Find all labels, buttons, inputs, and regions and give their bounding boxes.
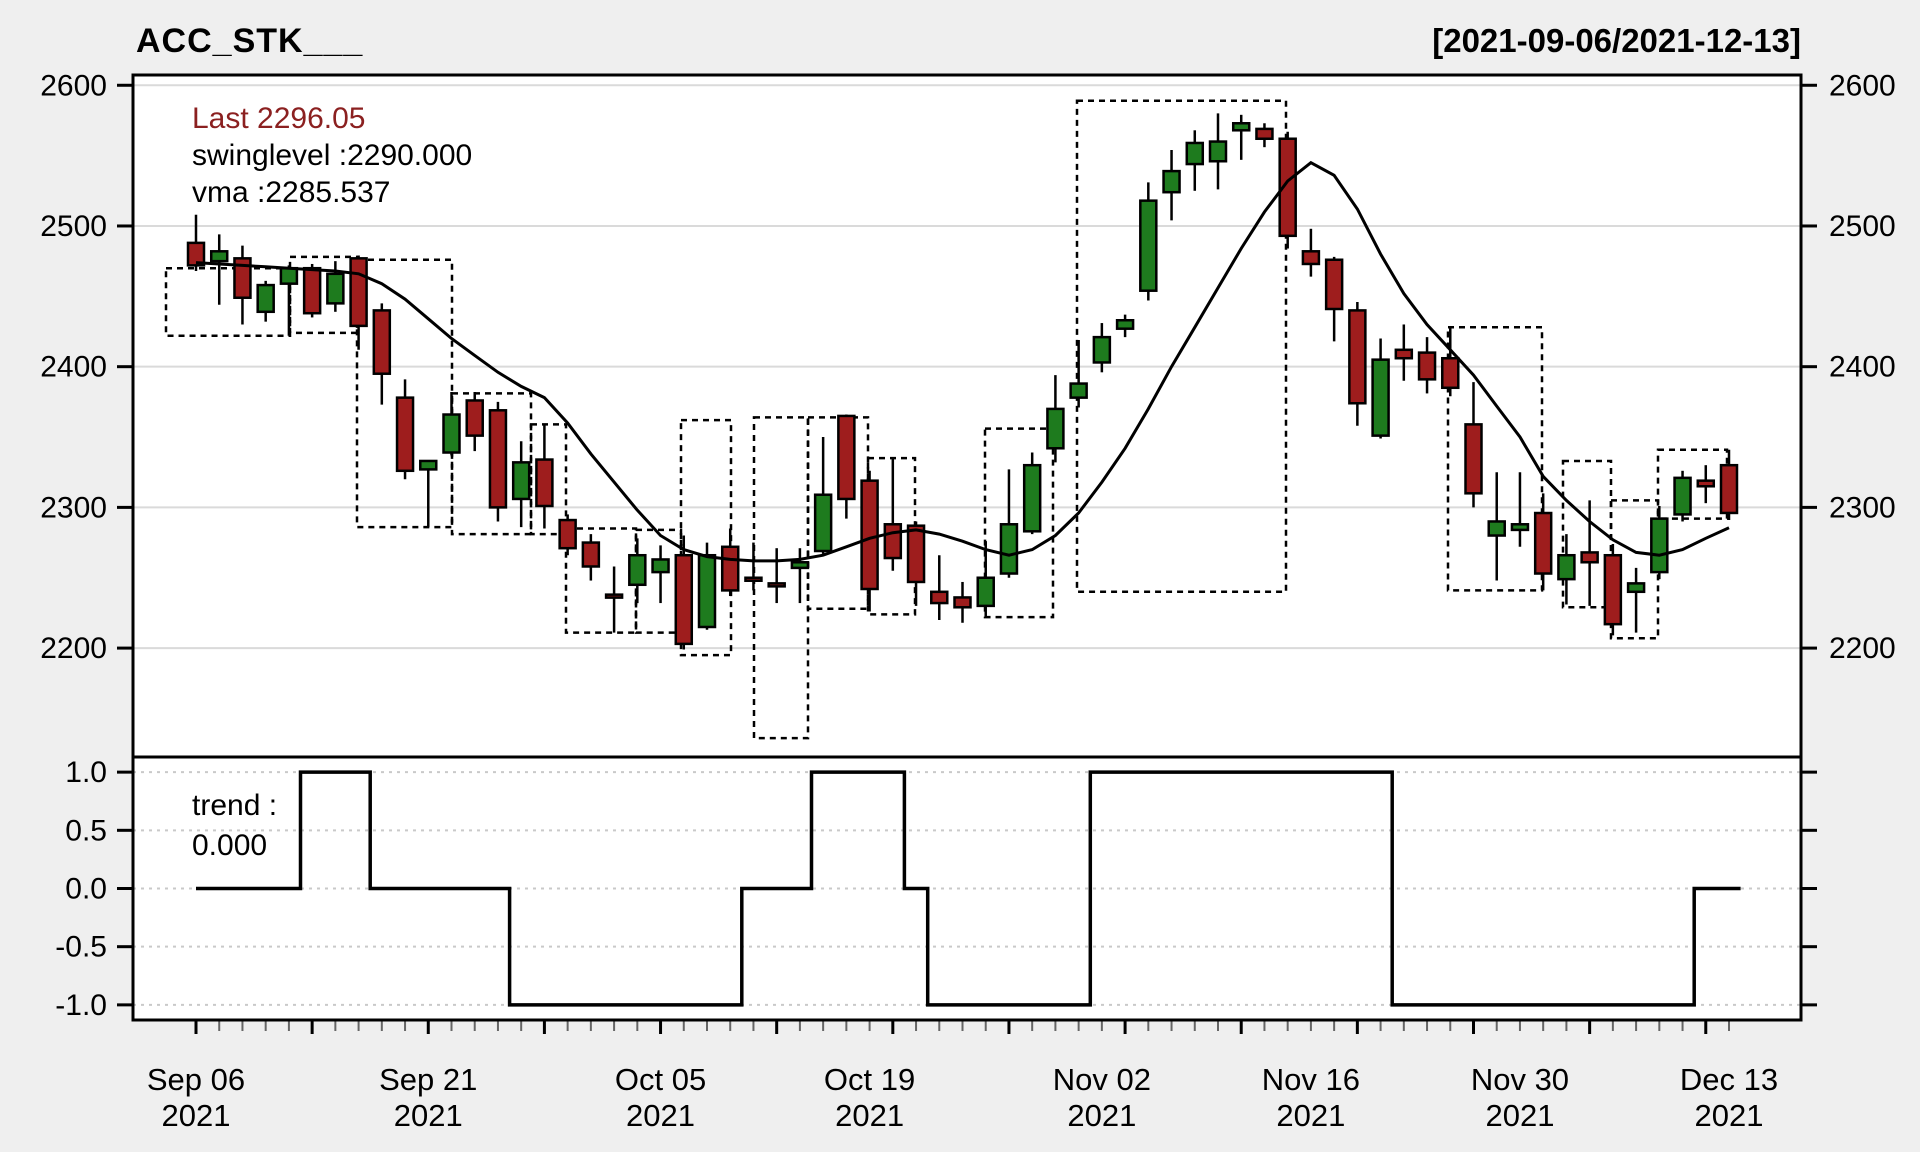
svg-text:2200: 2200: [40, 632, 107, 665]
svg-text:Oct 05: Oct 05: [615, 1062, 706, 1097]
svg-text:2021: 2021: [626, 1098, 695, 1133]
svg-text:2600: 2600: [40, 69, 107, 102]
svg-text:Sep 21: Sep 21: [379, 1062, 477, 1097]
svg-text:2200: 2200: [1829, 632, 1896, 665]
svg-text:0.5: 0.5: [65, 814, 107, 847]
svg-text:2400: 2400: [1829, 351, 1896, 384]
svg-text:2021: 2021: [394, 1098, 463, 1133]
chart-legend: Last 2296.05 swinglevel :2290.000 vma :2…: [192, 100, 472, 211]
svg-text:2021: 2021: [835, 1098, 904, 1133]
trend-indicator-label: trend : 0.000: [192, 789, 278, 862]
svg-text:Sep 06: Sep 06: [147, 1062, 245, 1097]
header-date-range: [2021-09-06/2021-12-13]: [1432, 22, 1801, 59]
svg-text:2021: 2021: [1695, 1098, 1764, 1133]
svg-text:2400: 2400: [40, 351, 107, 384]
svg-text:2021: 2021: [1067, 1098, 1136, 1133]
svg-text:2600: 2600: [1829, 69, 1896, 102]
svg-text:Oct 19: Oct 19: [824, 1062, 915, 1097]
svg-text:Dec 13: Dec 13: [1680, 1062, 1778, 1097]
svg-text:2500: 2500: [1829, 210, 1896, 243]
svg-text:Nov 16: Nov 16: [1262, 1062, 1360, 1097]
svg-text:-0.5: -0.5: [55, 931, 107, 964]
page-title: ACC_STK___: [136, 22, 364, 60]
svg-text:2300: 2300: [1829, 491, 1896, 524]
svg-text:2021: 2021: [1485, 1098, 1554, 1133]
svg-text:1.0: 1.0: [65, 756, 107, 789]
svg-text:2021: 2021: [1276, 1098, 1345, 1133]
svg-text:2021: 2021: [162, 1098, 231, 1133]
svg-text:Nov 30: Nov 30: [1471, 1062, 1569, 1097]
svg-text:Nov 02: Nov 02: [1053, 1062, 1151, 1097]
svg-text:2300: 2300: [40, 491, 107, 524]
legend-last-value: Last 2296.05: [192, 102, 366, 135]
svg-text:2500: 2500: [40, 210, 107, 243]
svg-text:-1.0: -1.0: [55, 989, 107, 1022]
legend-vma: vma :2285.537: [192, 176, 391, 209]
svg-text:0.0: 0.0: [65, 873, 107, 906]
legend-swinglevel: swinglevel :2290.000: [192, 139, 473, 172]
